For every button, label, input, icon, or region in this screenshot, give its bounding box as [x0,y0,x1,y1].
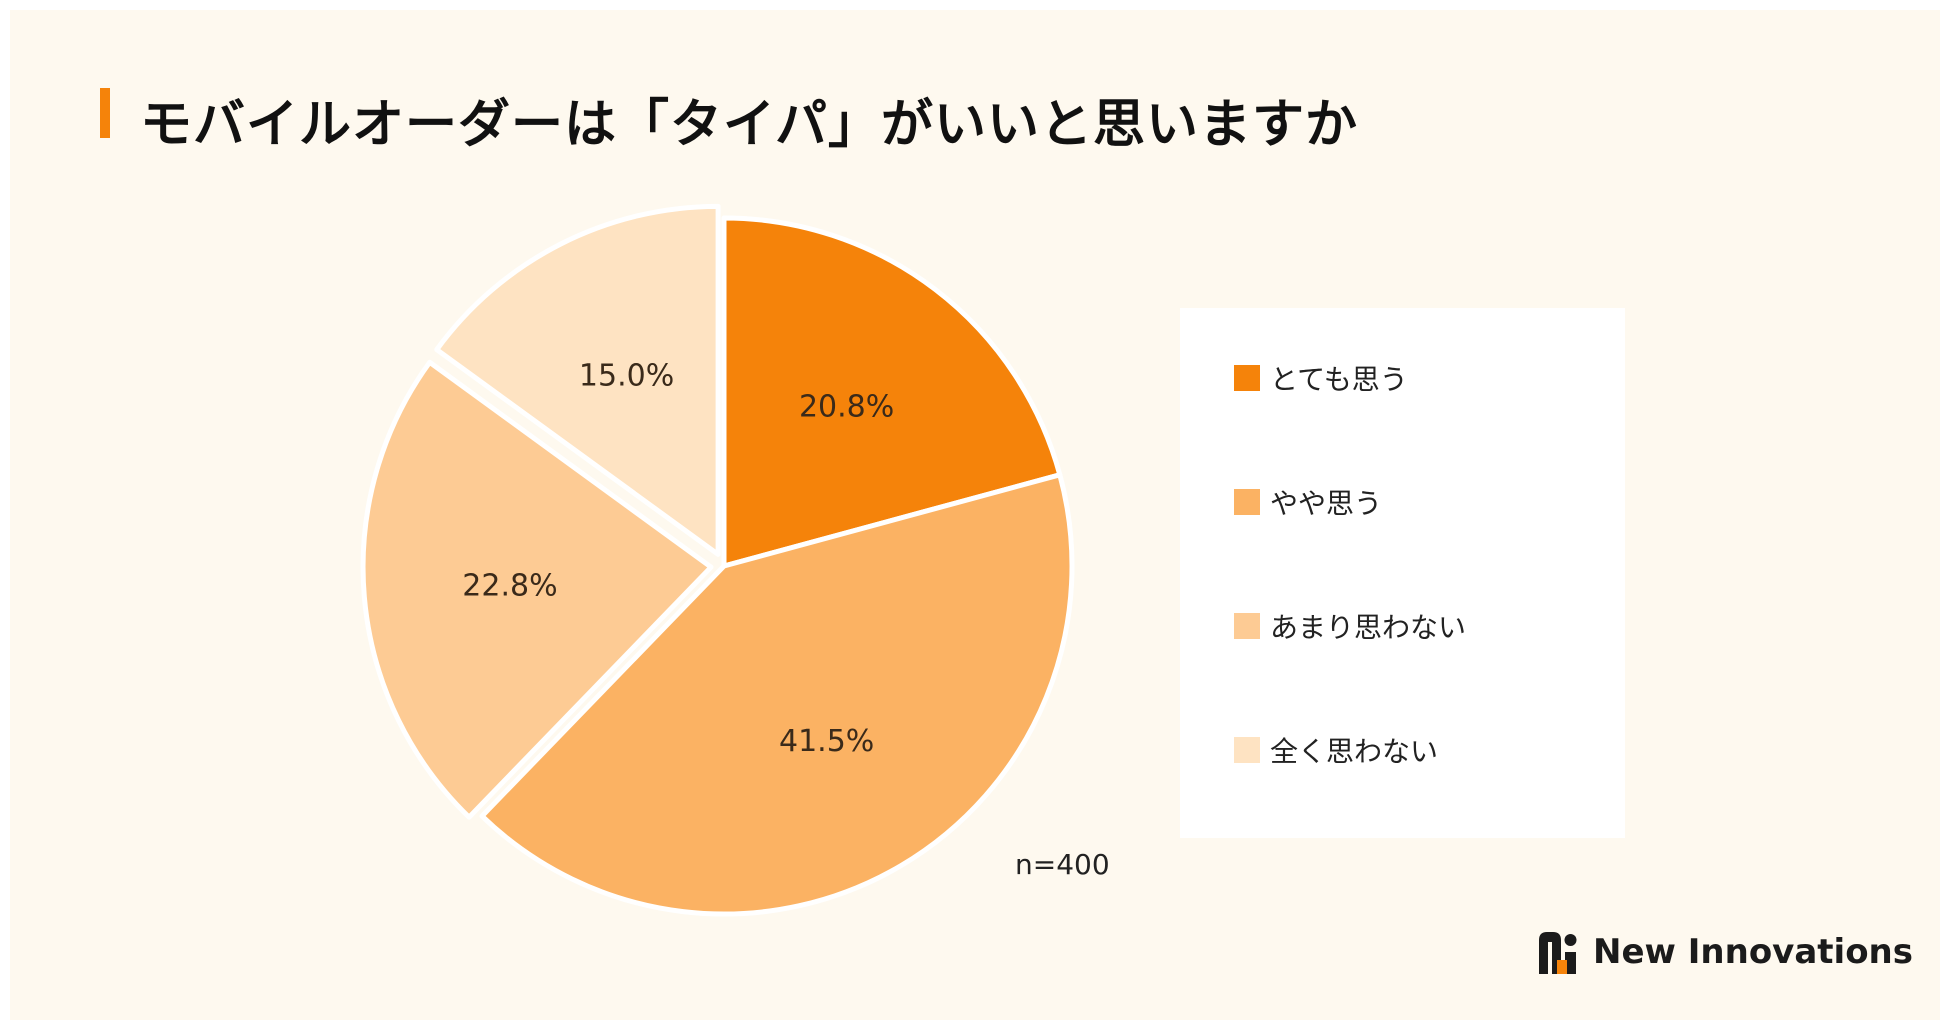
sample-size-label: n=400 [1015,848,1110,881]
legend-swatch-0 [1234,365,1260,391]
brand-logo: New Innovations [1537,930,1913,974]
pie-value-labels: 20.8% 41.5% 22.8% 15.0% [462,359,894,759]
brand-name: New Innovations [1593,932,1913,972]
pie-slices [360,203,1075,917]
pie-slice-1 [479,472,1075,917]
legend-item-1: やや思う [1234,482,1382,522]
pie-slice-3 [434,203,721,557]
legend-item-3: 全く思わない [1234,730,1438,770]
pie-value-label-3: 15.0% [579,359,674,394]
legend-swatch-3 [1234,737,1260,763]
legend: とても思う やや思う あまり思わない 全く思わない [1180,308,1625,838]
legend-swatch-2 [1234,613,1260,639]
title-accent-bar [100,88,110,138]
chart-title: モバイルオーダーは「タイパ」がいいと思いますか [140,95,1358,155]
legend-label-3: 全く思わない [1270,735,1439,768]
legend-item-2: あまり思わない [1234,606,1466,646]
legend-label-1: やや思う [1270,487,1383,520]
pie-slice-2 [360,359,714,820]
legend-label-0: とても思う [1270,363,1408,396]
pie-value-label-1: 41.5% [779,724,874,759]
pie-value-label-2: 22.8% [462,569,557,604]
pie-value-label-0: 20.8% [799,390,894,425]
new-innovations-logo-icon [1539,932,1577,974]
legend-label-2: あまり思わない [1270,611,1467,644]
pie-slice-0 [721,215,1063,569]
legend-swatch-1 [1234,489,1260,515]
legend-item-0: とても思う [1234,358,1408,398]
